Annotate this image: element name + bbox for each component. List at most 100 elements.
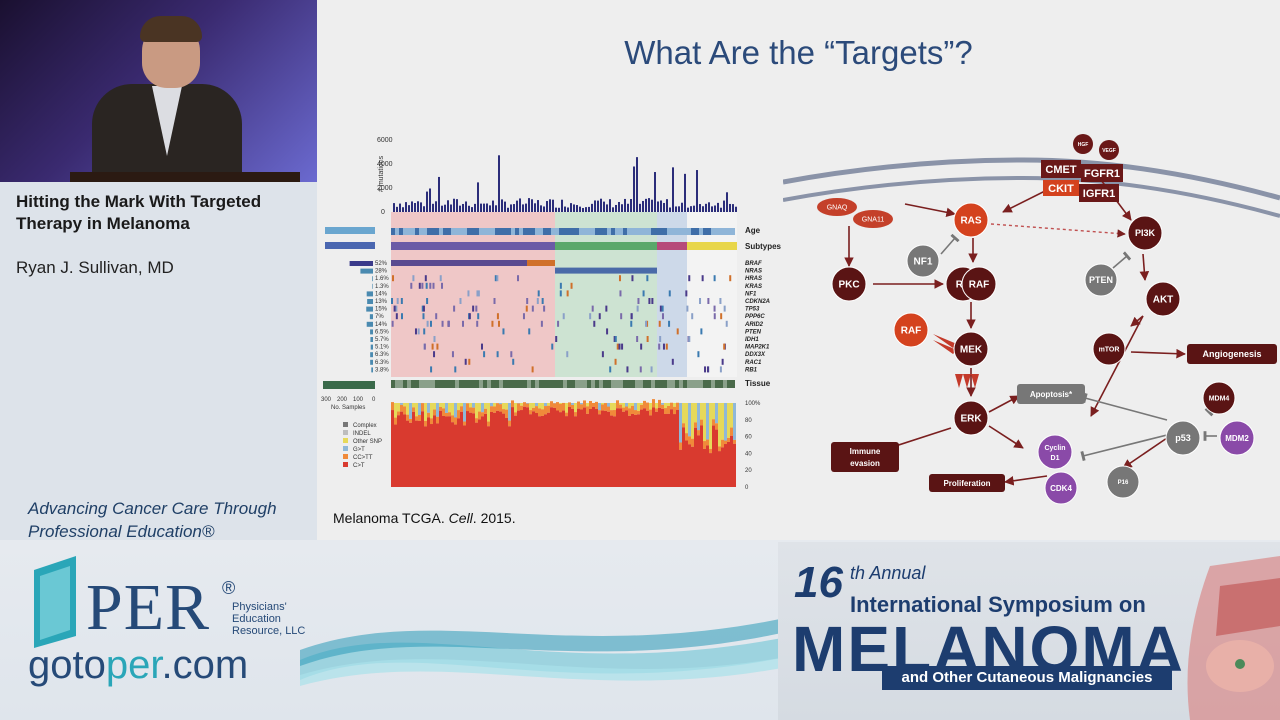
spectrum-segment [517,403,520,411]
spectrum-segment [718,403,721,447]
spectrum-segment [691,438,694,447]
histogram-bar [630,199,632,212]
histogram-bar [414,203,416,212]
tissue-cell [575,380,579,388]
spectrum-segment [427,412,430,418]
subtype-region-tw [687,212,737,377]
gene-cell [400,313,403,320]
gene-frequency-bar [360,268,373,274]
gene-cell [517,275,520,282]
spectrum-segment [727,437,730,442]
age-cell [547,228,551,235]
age-cell [703,228,707,235]
gene-cell [537,290,540,297]
histogram-bar [609,199,611,212]
gene-percent: 5.7% [375,337,389,343]
gene-cell [559,282,562,289]
spectrum-segment [526,407,529,487]
pten-label: PTEN [1089,275,1113,285]
spectrum-segment [607,411,610,487]
age-cell [687,228,691,235]
apoptosis-box [1017,384,1085,404]
gene-cell [642,290,645,297]
spectrum-segment [448,412,451,417]
citation-text: Melanoma TCGA. [333,510,449,526]
spectrum-segment [556,402,559,411]
symposium-number: 16 [794,558,843,607]
age-cell [431,228,435,235]
spectrum-segment [631,403,634,406]
gene-cell [721,358,724,365]
mutation-spectrum [391,399,736,487]
spectrum-segment [508,403,511,421]
age-cell [399,228,403,235]
histogram-bar [648,198,650,212]
tissue-legend-bar [323,381,375,389]
age-cell [719,228,723,235]
age-cell [639,228,643,235]
gene-frequency-bar [370,337,373,342]
spectrum-segment [544,403,547,407]
pten-node [1084,263,1118,297]
gene-cell [453,305,456,312]
spectrum-segment [592,402,595,407]
spectrum-segment [475,418,478,423]
spectrum-segment [712,403,715,420]
spectrum-segment [724,440,727,445]
spectrum-segment [520,410,523,487]
subtype-bar-ras [555,242,657,250]
age-cell [435,228,439,235]
tissue-cell [499,380,503,388]
spectrum-segment [409,422,412,487]
spectrum-segment [493,403,496,407]
tissue-cell [719,380,723,388]
gene-cell [723,343,726,350]
spectrum-segment [697,435,700,487]
age-cell [583,228,587,235]
spectrum-segment [535,406,538,414]
spectrum-segment [640,403,643,405]
spectrum-segment [409,403,412,419]
gene-cell [551,343,554,350]
spectrum-segment [424,403,427,421]
spectrum-segment [679,403,682,443]
gene-cell [616,343,619,350]
citation-journal: Cell [448,510,473,526]
spectrum-segment [691,446,694,487]
gene-cell [704,366,707,373]
spectrum-segment [562,410,565,487]
tissue-cell [471,380,475,388]
histogram-bar [411,201,413,212]
immune2-label: evasion [850,459,880,468]
pi3k-node [1127,215,1163,251]
cell-membrane [783,157,1280,201]
age-cell [675,228,679,235]
spectrum-segment [634,410,637,415]
spectrum-segment [688,436,691,445]
tissue-cell [391,380,395,388]
gene-cell [433,336,436,342]
spectrum-segment [580,403,583,405]
histogram-bar [624,198,626,212]
akt-label: AKT [1153,295,1174,306]
gene-cell [422,313,425,320]
tissue-cell [475,380,479,388]
spectrum-segment [487,421,490,427]
tissue-cell [659,380,663,388]
ytick: 6000 [377,137,393,144]
gene-cell [668,290,671,297]
spectrum-segment [679,449,682,487]
histogram-bar [534,203,536,212]
spectrum-segment [712,425,715,487]
angiogenesis-label: Angiogenesis [1202,349,1261,359]
tissue-cell [507,380,511,388]
histogram-bar [573,204,575,212]
gene-cell [512,358,515,365]
spectrum-segment [475,403,478,419]
spectrum-segment [610,415,613,487]
gene-label: RB1 [745,367,758,373]
histogram-bar [669,207,671,212]
gene-cell [447,320,450,327]
subtype-region-ras [555,212,657,377]
age-cell [667,228,671,235]
